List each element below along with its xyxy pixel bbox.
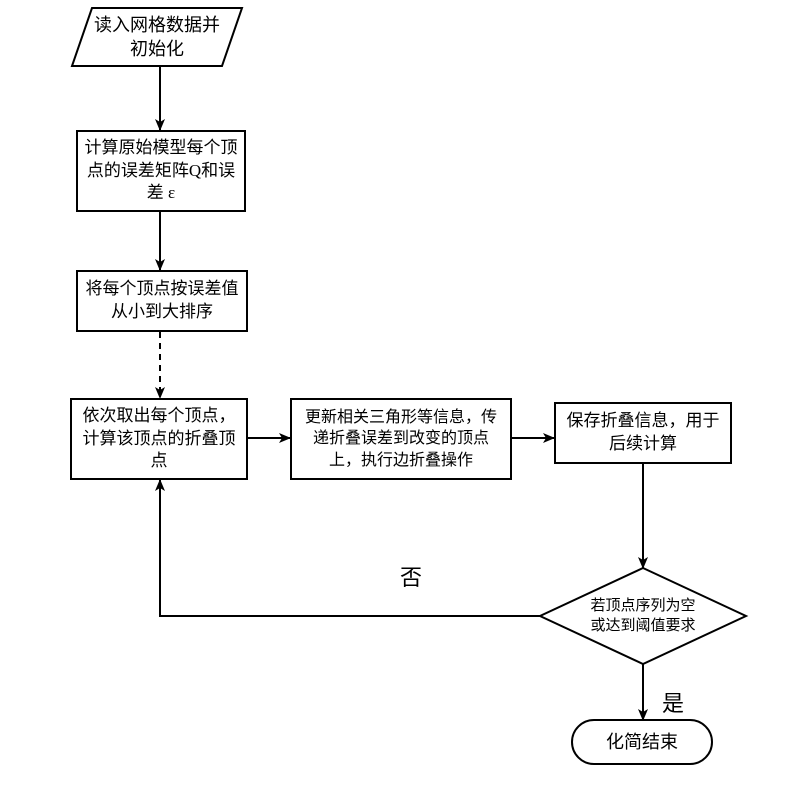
node-n5: 更新相关三角形等信息，传递折叠误差到改变的顶点上，执行边折叠操作: [290, 398, 512, 480]
node-n1: 读入网格数据并初始化: [82, 8, 232, 66]
edge-6-label: 否: [400, 560, 422, 592]
node-n3: 将每个顶点按误差值从小到大排序: [76, 270, 248, 332]
node-n2-label: 计算原始模型每个顶点的误差矩阵Q和误差 ε: [78, 133, 244, 210]
node-n7-label: 若顶点序列为空或达到阈值要求: [577, 592, 709, 641]
node-n5-label: 更新相关三角形等信息，传递折叠误差到改变的顶点上，执行边折叠操作: [292, 403, 510, 476]
node-n7: 若顶点序列为空或达到阈值要求: [577, 585, 709, 646]
edge-7-label: 是: [662, 686, 684, 718]
node-n8: 化简结束: [572, 720, 712, 764]
node-n8-label: 化简结束: [600, 726, 684, 758]
node-n4-label: 依次取出每个顶点，计算该顶点的折叠顶点: [72, 401, 246, 478]
shapes-and-arrows: [0, 0, 800, 791]
flowchart-canvas: 读入网格数据并初始化计算原始模型每个顶点的误差矩阵Q和误差 ε 将每个顶点按误差值…: [0, 0, 800, 791]
node-n1-label: 读入网格数据并初始化: [82, 9, 232, 66]
node-n2: 计算原始模型每个顶点的误差矩阵Q和误差 ε: [76, 130, 246, 212]
edge-6: [160, 480, 540, 616]
node-n3-label: 将每个顶点按误差值从小到大排序: [78, 274, 246, 328]
node-n6: 保存折叠信息，用于后续计算: [554, 402, 732, 464]
node-n4: 依次取出每个顶点，计算该顶点的折叠顶点: [70, 398, 248, 480]
node-n6-label: 保存折叠信息，用于后续计算: [556, 406, 730, 460]
